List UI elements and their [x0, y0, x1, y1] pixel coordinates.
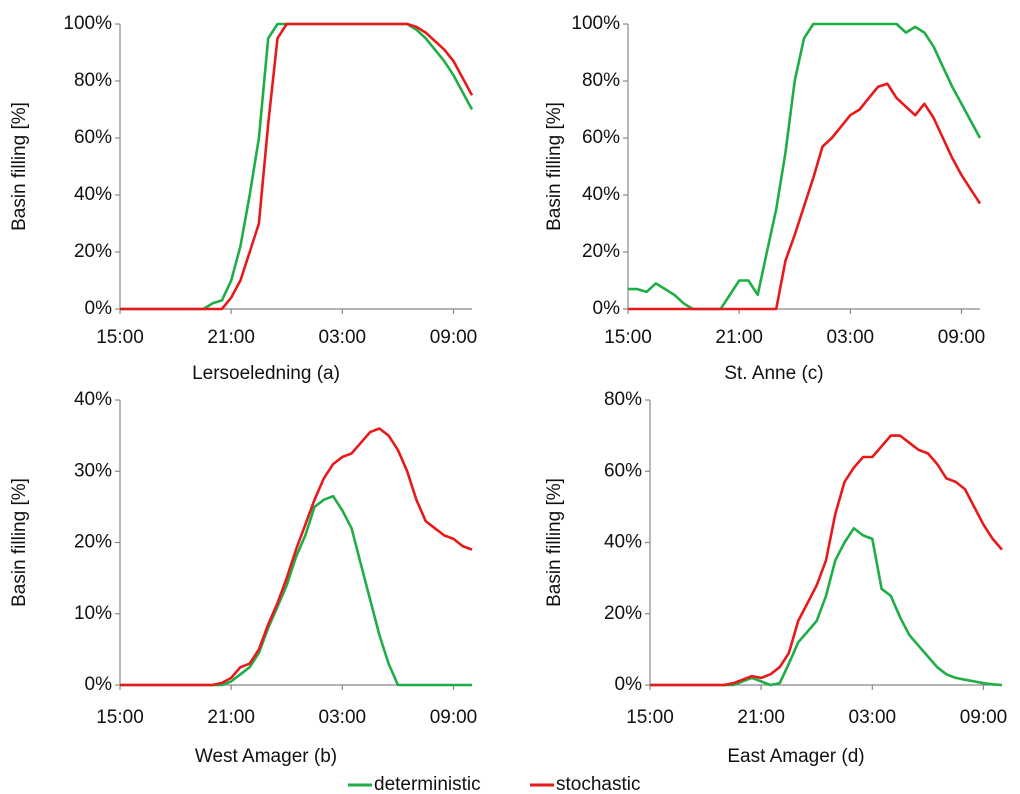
y-axis-title: Basin filling [%] [544, 478, 565, 607]
y-tick-label: 20% [74, 241, 112, 262]
y-tick-label: 80% [604, 389, 642, 410]
legend-label: deterministic [374, 774, 481, 794]
data-line [628, 22, 982, 311]
x-tick-label: 09:00 [960, 707, 1008, 728]
x-tick-label: 15:00 [626, 707, 674, 728]
x-tick-label: 15:00 [96, 707, 144, 728]
y-tick-label: 100% [571, 13, 620, 34]
y-tick-label: 0% [85, 298, 113, 319]
x-axis-title: East Amager (d) [727, 746, 864, 767]
data-line [650, 434, 1003, 687]
x-tick-label: 09:00 [938, 327, 986, 348]
x-tick-label: 15:00 [96, 327, 144, 348]
y-tick-label: 30% [74, 460, 112, 481]
y-axis-title: Basin filling [%] [9, 478, 30, 607]
y-tick-label: 0% [615, 674, 643, 695]
y-tick-label: 100% [63, 13, 112, 34]
data-line [120, 22, 474, 311]
y-tick-label: 0% [85, 674, 113, 695]
x-axis-title: West Amager (b) [195, 746, 337, 767]
y-tick-label: 40% [582, 184, 620, 205]
data-line [650, 527, 1003, 687]
y-tick-label: 80% [74, 70, 112, 91]
y-tick-label: 60% [604, 460, 642, 481]
x-tick-label: 21:00 [737, 707, 785, 728]
data-line [120, 427, 473, 687]
data-line [120, 22, 474, 311]
y-tick-label: 40% [74, 184, 112, 205]
data-line [120, 494, 472, 687]
x-tick-label: 03:00 [319, 707, 367, 728]
y-tick-label: 20% [604, 603, 642, 624]
x-tick-label: 21:00 [715, 327, 763, 348]
legend-label: stochastic [556, 774, 640, 794]
y-tick-label: 0% [593, 298, 621, 319]
x-axis-title: St. Anne (c) [724, 363, 823, 384]
x-tick-label: 03:00 [319, 327, 367, 348]
y-tick-label: 40% [74, 389, 112, 410]
x-tick-label: 15:00 [604, 327, 652, 348]
y-axis-title: Basin filling [%] [9, 102, 30, 231]
y-axis-title: Basin filling [%] [544, 102, 565, 231]
data-line [628, 82, 982, 311]
y-tick-label: 80% [582, 70, 620, 91]
y-tick-label: 20% [74, 532, 112, 553]
y-tick-label: 10% [74, 603, 112, 624]
x-tick-label: 21:00 [207, 707, 255, 728]
x-tick-label: 21:00 [207, 327, 255, 348]
y-tick-label: 60% [74, 127, 112, 148]
x-tick-label: 09:00 [430, 707, 478, 728]
x-tick-label: 09:00 [430, 327, 478, 348]
y-tick-label: 20% [582, 241, 620, 262]
y-tick-label: 40% [604, 532, 642, 553]
y-tick-label: 60% [582, 127, 620, 148]
x-tick-label: 03:00 [827, 327, 875, 348]
x-tick-label: 03:00 [849, 707, 897, 728]
x-axis-title: Lersoeledning (a) [192, 363, 340, 384]
